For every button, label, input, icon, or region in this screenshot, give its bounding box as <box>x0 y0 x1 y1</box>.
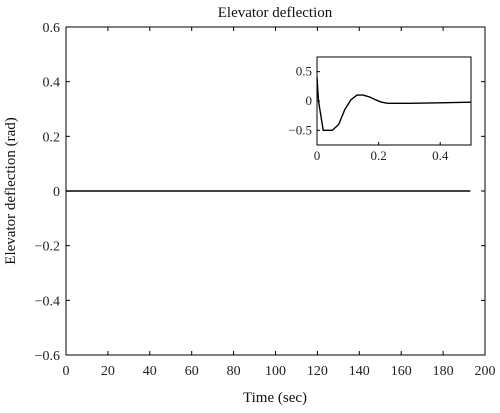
y-tick-label: 0.2 <box>43 130 61 145</box>
x-tick-label: 40 <box>143 364 157 379</box>
y-tick-label: −0.6 <box>35 349 60 364</box>
y-tick-label: 0 <box>53 185 60 200</box>
inset-series-group <box>316 77 472 132</box>
inset-x-tick-label: 0.2 <box>370 148 386 163</box>
inset-y-tick-label: −0.5 <box>288 122 312 137</box>
x-axis-label: Time (sec) <box>243 390 307 406</box>
main-axis-ticks: 0 20 40 60 80 100 120 140 160 180 200 −0.6 −0.4 −0.2 0… <box>35 21 496 379</box>
x-tick-label: 20 <box>101 364 115 379</box>
x-tick-label: 120 <box>307 364 328 379</box>
y-tick-label: 0.4 <box>43 76 61 91</box>
x-tick-label: 60 <box>185 364 199 379</box>
y-tick-label: 0.6 <box>43 21 61 36</box>
x-tick-label: 200 <box>475 364 496 379</box>
x-tick-label: 80 <box>227 364 241 379</box>
y-tick-label: −0.4 <box>35 294 60 309</box>
x-tick-label: 140 <box>349 364 370 379</box>
y-tick-label: −0.2 <box>35 240 60 255</box>
x-tick-label: 100 <box>265 364 286 379</box>
y-axis-label: Elevator deflection (rad) <box>3 117 19 264</box>
x-tick-label: 0 <box>63 364 70 379</box>
x-tick-label: 180 <box>433 364 454 379</box>
inset-axis-ticks: 0 0.2 0.40.50−0.5 <box>288 64 448 163</box>
chart-title: Elevator deflection <box>218 5 333 21</box>
inset-series-line <box>316 77 472 132</box>
inset-plot-area <box>316 56 472 146</box>
inset-x-tick-label: 0 <box>314 148 321 163</box>
inset-y-tick-label: 0 <box>306 93 313 108</box>
inset-x-tick-label: 0.4 <box>432 148 449 163</box>
x-tick-label: 160 <box>391 364 412 379</box>
inset-y-tick-label: 0.5 <box>296 64 312 79</box>
